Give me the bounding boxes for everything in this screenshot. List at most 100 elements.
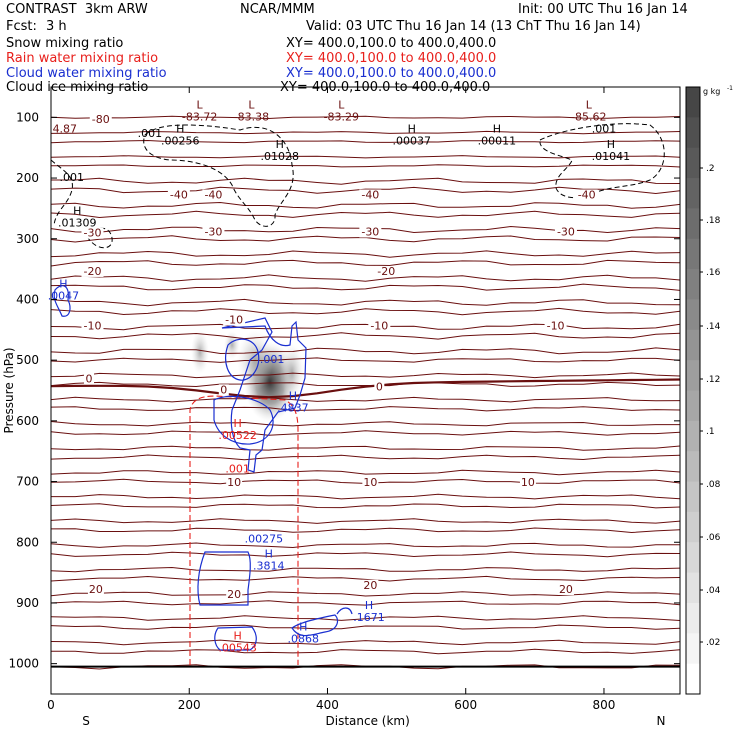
isotherm-label: 0 (220, 383, 227, 396)
colorbar-tick-label: .06 (706, 533, 721, 543)
isotherm-label: -10 (225, 314, 243, 327)
cloud-water-contour (213, 395, 274, 445)
extremum-value: -83.29 (324, 110, 359, 123)
isotherm (51, 591, 680, 597)
extremum-value: .0868 (288, 632, 320, 645)
extremum-value: .4837 (277, 402, 309, 415)
isotherm-label-bg (202, 226, 225, 238)
y-tick-label: 700 (16, 475, 39, 489)
snow-shading (280, 344, 304, 400)
isotherm-label: 20 (363, 579, 377, 592)
colorbar-step (686, 87, 700, 118)
isotherm-label: 0 (86, 372, 93, 385)
isotherm (51, 298, 680, 307)
colorbar-units-exp: -1 (727, 85, 733, 92)
isotherm (51, 357, 680, 363)
isotherm-label: -30 (557, 226, 575, 239)
colorbar-tick-label: .08 (706, 480, 721, 490)
y-tick-label: 200 (16, 171, 39, 185)
colorbar-tick-label: .16 (706, 268, 721, 278)
isotherm-label-bg (89, 114, 112, 126)
extremum-value: .01028 (261, 150, 300, 163)
org-label: NCAR/MMM (240, 2, 315, 17)
isotherm-label-bg (368, 320, 391, 332)
contour-label: .00275 (245, 532, 284, 545)
colorbar-step (686, 329, 700, 361)
isotherm-label-bg (223, 314, 246, 326)
isotherm-label: -20 (377, 265, 395, 278)
isotherm (51, 259, 680, 267)
extremum-symbol: H (265, 548, 273, 561)
contour-label: .001 (59, 171, 84, 184)
isotherm-label: -10 (83, 320, 101, 333)
extremum-value: -83.72 (182, 110, 217, 123)
colorbar-step (686, 663, 700, 695)
isotherm (51, 283, 680, 291)
extremum-symbol: H (365, 599, 373, 612)
extremum-symbol: H (59, 277, 67, 290)
isotherm (51, 566, 680, 573)
isotherm-label-bg (81, 320, 104, 332)
isotherm-label-bg (375, 265, 398, 277)
isotherm-label-bg (544, 320, 567, 332)
isotherm (51, 518, 680, 524)
cloud-ice-contour (51, 159, 73, 226)
x-end-label-left: S (82, 714, 90, 728)
colorbar-step (686, 420, 700, 452)
isotherm (51, 139, 680, 144)
colorbar-units: g kg (703, 87, 720, 96)
contour-label: .001 (225, 462, 250, 475)
isotherm-label-bg (519, 477, 536, 489)
extremum-symbol: H (299, 620, 307, 633)
rain-contour (189, 395, 299, 665)
isotherm-label-bg (167, 189, 190, 201)
colorbar-step (686, 542, 700, 574)
extremum-symbol: H (289, 390, 297, 403)
isotherm (51, 639, 680, 646)
y-tick-label: 600 (16, 414, 39, 428)
extremum-value: .00522 (218, 429, 257, 442)
isotherm-label: 20 (227, 588, 241, 601)
isotherm (51, 600, 680, 606)
extremum-value: .00037 (393, 135, 432, 148)
snow-shading (191, 330, 209, 374)
isotherm-label-bg (362, 477, 379, 489)
cloud-water-contour (221, 317, 307, 473)
colorbar-step (686, 390, 700, 422)
cloud-water-contour (214, 626, 257, 651)
x-axis-label: Distance (km) (326, 714, 410, 728)
cloud-water-contour (197, 551, 251, 606)
x-tick-label: 400 (316, 698, 339, 712)
colorbar-tick-label: .02 (706, 638, 720, 648)
colorbar-tick-label: .2 (706, 164, 715, 174)
isotherm (51, 615, 680, 621)
extremum-symbol: H (233, 417, 241, 430)
y-tick-label: 800 (16, 535, 39, 549)
isotherm (51, 201, 680, 209)
isotherm (51, 332, 680, 340)
isotherm (51, 454, 680, 461)
extremum-value: .3814 (253, 560, 285, 573)
legend-cloudwater-label: Cloud water mixing ratio (6, 66, 167, 81)
extremum-value: .01309 (58, 217, 97, 230)
y-tick-label: 100 (16, 110, 39, 124)
extremum-symbol: H (233, 630, 241, 643)
isotherm (51, 430, 680, 436)
extremum-value: -85.62 (571, 110, 606, 123)
extremum-symbol: H (276, 138, 284, 151)
colorbar-step (686, 238, 700, 270)
x-tick-label: 800 (593, 698, 616, 712)
isotherm (51, 323, 680, 331)
colorbar-tick-label: .12 (706, 375, 720, 385)
isotherm (51, 130, 680, 135)
y-axis-label: Pressure (hPa) (2, 347, 16, 433)
plot-frame (50, 86, 681, 695)
isotherm-label-bg (226, 588, 243, 600)
isotherm-label-bg (81, 265, 104, 277)
cloud-water-contour (53, 285, 71, 317)
colorbar-step (686, 633, 700, 665)
colorbar-step (686, 299, 700, 331)
isotherm-label-bg (84, 373, 95, 385)
